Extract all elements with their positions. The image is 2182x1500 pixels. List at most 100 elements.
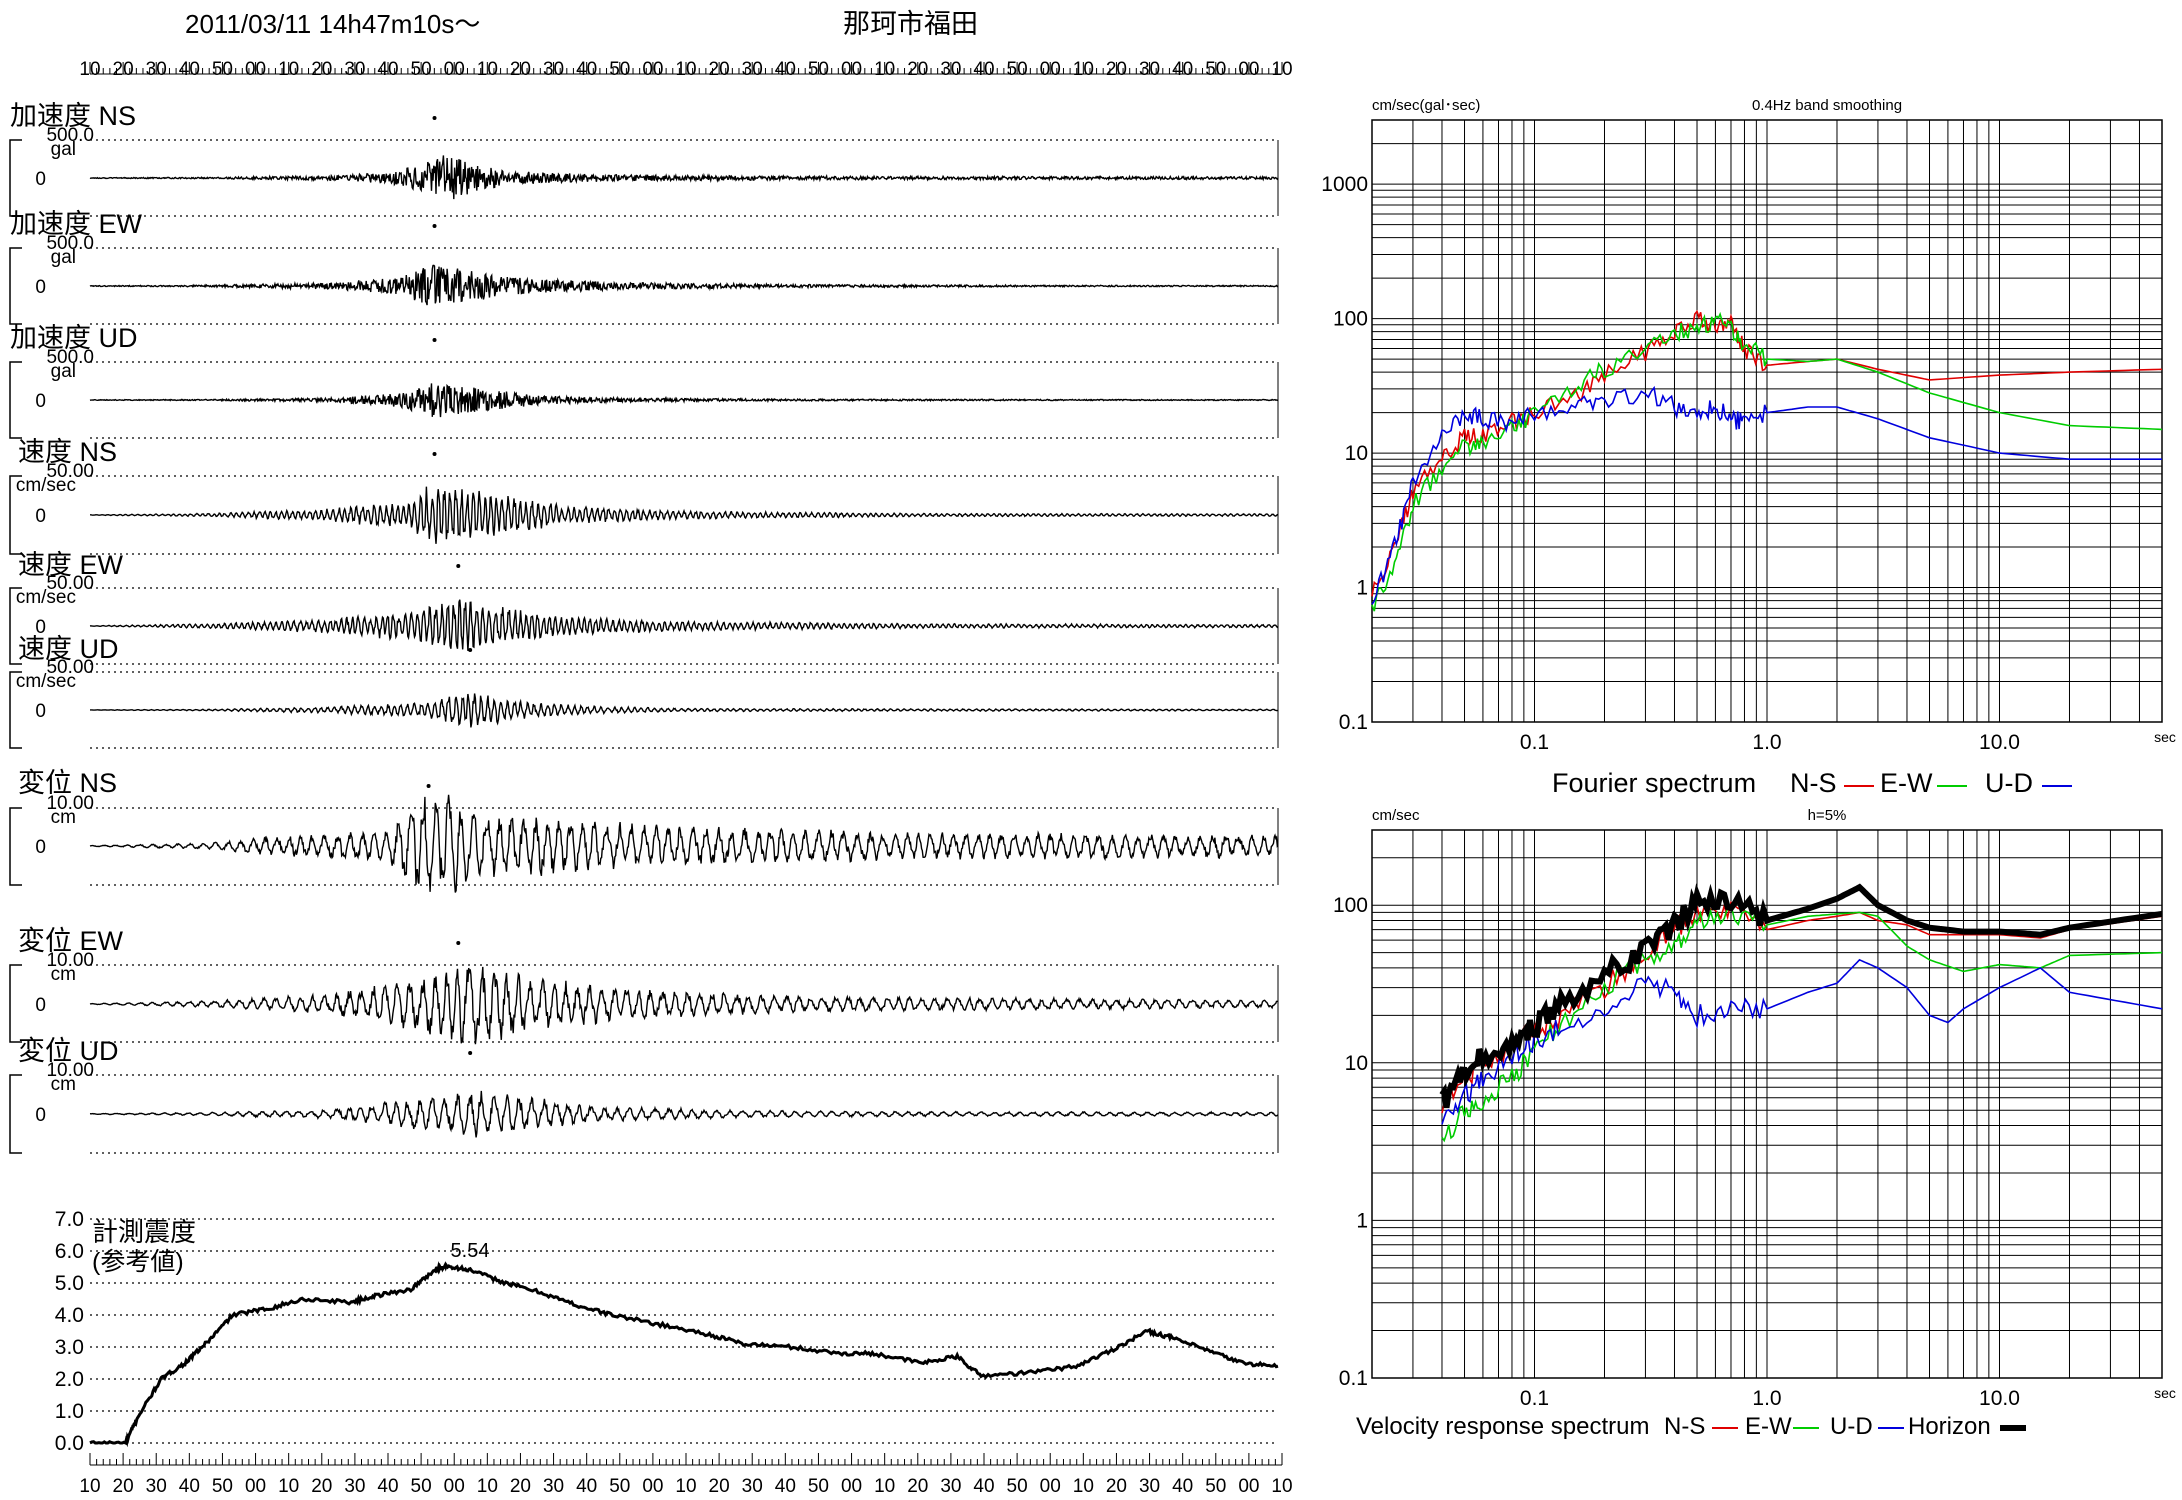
top-time-axis: 10 20 30 40 50 00 10 20 30 40 50 00 10 20 30 40 50 00 10 20… [79,59,1292,80]
x-axis-unit: sec [2154,1385,2176,1401]
y-tick-label: 100 [1333,308,1368,331]
time-tick-label: 20 [113,59,134,80]
panel-unit-label: gal [51,247,76,268]
x-axis-unit: sec [2154,729,2176,745]
time-tick-label: 50 [1205,1476,1226,1497]
panel-scale-label: 10.00 [46,1060,94,1081]
intensity-tick-label: 0.0 [55,1432,84,1455]
time-tick-label: 30 [742,1476,763,1497]
intensity-tick-label: 6.0 [55,1240,84,1263]
intensity-title: 計測震度 [92,1217,196,1247]
legend-label-u-d: U-D [1985,768,2033,798]
fourier-spectrum-chart: 0.1 1 10 100 1000 0.1 1.0 10.0 sec cm/sec(gal･sec… [1321,97,2176,798]
time-tick-label: 40 [179,59,200,80]
plot-frame [1371,829,2163,1379]
time-tick-label: 30 [1139,1476,1160,1497]
velocity-response-chart: 0.1 1 10 100 0.1 1.0 10.0 sec cm/sec h=5% Velocity… [1333,807,2176,1440]
panel-scale-label: 500.0 [46,347,94,368]
panel-unit-label: cm [51,964,76,985]
time-tick-label: 10 [477,59,498,80]
time-tick-label: 50 [411,1476,432,1497]
peak-marker [432,116,437,120]
legend-label-n-s: N-S [1790,768,1837,798]
time-tick-label: 50 [1205,59,1226,80]
intensity-tick-label: 2.0 [55,1368,84,1391]
time-tick-label: 50 [212,59,233,80]
time-tick-label: 40 [576,59,597,80]
panel-zero-label: 0 [35,837,46,858]
time-tick-label: 10 [79,1476,100,1497]
waveform-trace [89,599,1279,651]
header-datetime: 2011/03/11 14h47m10s〜 [185,9,480,39]
time-tick-label: 20 [1106,1476,1127,1497]
peak-marker [468,1051,473,1055]
time-tick-label: 20 [311,1476,332,1497]
panel-unit-label: cm [51,1074,76,1095]
time-tick-label: 30 [344,59,365,80]
panel-zero-label: 0 [35,617,46,638]
panel-unit-label: cm/sec [16,671,76,692]
panel-zero-label: 0 [35,391,46,412]
panel-scale-label: 50.00 [46,573,94,594]
panel-bracket [9,247,22,325]
time-tick-label: 10 [1271,59,1292,80]
bottom-time-axis: 10 20 30 40 50 00 10 20 30 40 50 00 10 20 30 40 50 00 10 20… [79,1453,1293,1497]
panel-title: 加速度 NS [10,101,136,131]
x-tick-label: 10.0 [1979,731,2020,754]
peak-marker [432,338,437,342]
peak-marker [468,648,473,652]
panel-title: 速度 UD [18,634,119,664]
intensity-trace [89,1260,1279,1448]
time-tick-label: 00 [1238,59,1259,80]
panel-title: 変位 EW [18,926,124,956]
time-tick-label: 50 [808,59,829,80]
panel-scale-label: 500.0 [46,125,94,146]
intensity-tick-label: 3.0 [55,1336,84,1359]
y-tick-label: 10 [1345,1052,1368,1075]
intensity-tick-label: 5.0 [55,1272,84,1295]
time-tick-label: 40 [179,1476,200,1497]
peak-marker [432,452,437,456]
time-tick-label: 10 [874,59,895,80]
time-tick-label: 50 [212,1476,233,1497]
peak-marker [456,941,461,945]
time-tick-label: 10 [1271,1476,1292,1497]
panel-scale-label: 10.00 [46,950,94,971]
time-tick-label: 20 [510,1476,531,1497]
time-tick-label: 00 [444,59,465,80]
time-tick-label: 50 [609,1476,630,1497]
y-tick-label: 100 [1333,894,1368,917]
x-tick-label: 0.1 [1520,731,1549,754]
waveform-trace [90,693,1279,728]
waveform-trace [89,264,1278,306]
intensity-peak-label: 5.54 [451,1240,490,1262]
panel-zero-label: 0 [35,1105,46,1126]
peak-marker [432,224,437,228]
panel-title: 加速度 EW [10,209,143,239]
peak-marker [426,784,431,788]
legend-label-u-d: U-D [1830,1413,1873,1440]
waveform-trace [89,383,1279,418]
time-tick-label: 30 [940,59,961,80]
time-tick-label: 10 [1073,59,1094,80]
intensity-chart: 0.0 1.0 2.0 3.0 4.0 5.0 6.0 7.0 計測震度(参考値) 5.54 [55,1208,1279,1455]
time-tick-label: 50 [1007,59,1028,80]
waveform-trace [89,155,1279,200]
panel-bracket [9,807,22,886]
time-tick-label: 50 [609,59,630,80]
time-tick-label: 30 [543,59,564,80]
time-tick-label: 10 [675,59,696,80]
series-line-u-d [1441,958,2163,1125]
time-tick-label: 30 [543,1476,564,1497]
panel-scale-label: 50.00 [46,657,94,678]
time-tick-label: 40 [576,1476,597,1497]
panel-title: 速度 EW [18,550,124,580]
waveform-trace [89,794,1279,893]
time-tick-label: 00 [642,59,663,80]
panel-unit-label: gal [51,361,76,382]
time-tick-label: 40 [1172,1476,1193,1497]
time-tick-label: 20 [113,1476,134,1497]
y-tick-label: 0.1 [1339,711,1368,734]
